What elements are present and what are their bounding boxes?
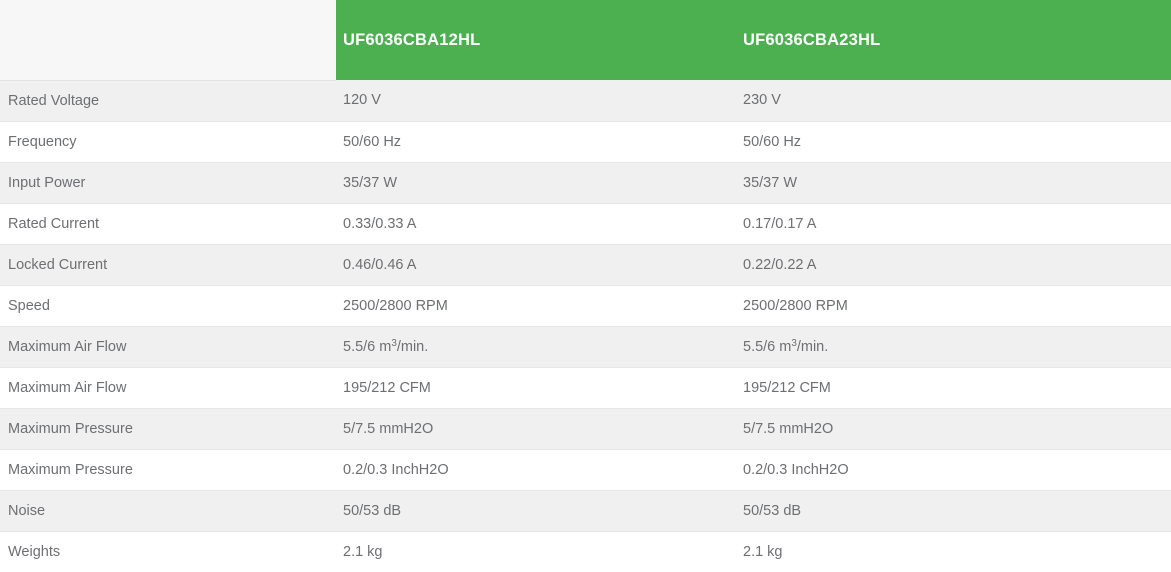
spec-value-cell-model-2: 195/212 CFM [736,367,1171,409]
spec-value-cell-model-1: 2500/2800 RPM [336,285,736,327]
spec-value-cell-model-2: 2500/2800 RPM [736,285,1171,327]
spec-value-cell-model-1: 35/37 W [336,162,736,204]
spec-label-cell: Noise [0,490,336,532]
spec-value-cell-model-1: 120 V [336,80,736,122]
spec-value-cell-model-1: 2.1 kg [336,531,736,572]
table-row: Speed 2500/2800 RPM 2500/2800 RPM [0,285,1171,327]
spec-label-cell: Weights [0,531,336,572]
spec-value-cell-model-2: 5.5/6 m3/min. [736,326,1171,368]
spec-value-cell-model-1: 0.46/0.46 A [336,244,736,286]
spec-value-cell-model-1: 195/212 CFM [336,367,736,409]
spec-label-cell: Frequency [0,121,336,163]
model-column-header-1: UF6036CBA12HL [336,0,736,80]
table-row: Rated Current 0.33/0.33 A 0.17/0.17 A [0,203,1171,245]
table-row: Maximum Air Flow 195/212 CFM 195/212 CFM [0,367,1171,409]
spec-label-cell: Rated Voltage [0,80,336,122]
table-row: Noise 50/53 dB 50/53 dB [0,490,1171,532]
table-row: Rated Voltage 120 V 230 V [0,80,1171,122]
spec-value-cell-model-2: 0.2/0.3 InchH2O [736,449,1171,491]
superscript-exponent: 3 [791,338,797,350]
model-column-header-2: UF6036CBA23HL [736,0,1171,80]
spec-label-cell: Rated Current [0,203,336,245]
table-row: Frequency 50/60 Hz 50/60 Hz [0,121,1171,163]
spec-value-cell-model-2: 35/37 W [736,162,1171,204]
spec-label-column-header [0,0,336,81]
spec-value-cell-model-2: 2.1 kg [736,531,1171,572]
spec-value-cell-model-1: 50/53 dB [336,490,736,532]
spec-value-cell-model-1: 0.2/0.3 InchH2O [336,449,736,491]
table-row: Maximum Pressure 0.2/0.3 InchH2O 0.2/0.3 I… [0,449,1171,491]
spec-label-cell: Maximum Air Flow [0,367,336,409]
table-row: Maximum Air Flow 5.5/6 m3/min. 5.5/6 m3/mi… [0,326,1171,368]
spec-value-cell-model-2: 5/7.5 mmH2O [736,408,1171,450]
spec-label-cell: Maximum Pressure [0,408,336,450]
spec-value-cell-model-2: 50/53 dB [736,490,1171,532]
table-body: Rated Voltage 120 V 230 V Frequency 50/60 Hz… [0,80,1171,572]
table-header-row: UF6036CBA12HL UF6036CBA23HL [0,0,1171,81]
table-row: Weights 2.1 kg 2.1 kg [0,531,1171,572]
spec-label-cell: Locked Current [0,244,336,286]
spec-value-cell-model-1: 5.5/6 m3/min. [336,326,736,368]
spec-label-cell: Maximum Air Flow [0,326,336,368]
superscript-exponent: 3 [391,338,397,350]
spec-value-cell-model-2: 230 V [736,80,1171,122]
spec-value-cell-model-2: 0.17/0.17 A [736,203,1171,245]
table-row: Input Power 35/37 W 35/37 W [0,162,1171,204]
table-row: Locked Current 0.46/0.46 A 0.22/0.22 A [0,244,1171,286]
spec-value-cell-model-1: 50/60 Hz [336,121,736,163]
spec-value-cell-model-1: 0.33/0.33 A [336,203,736,245]
table-header: UF6036CBA12HL UF6036CBA23HL [0,0,1171,81]
spec-value-cell-model-2: 0.22/0.22 A [736,244,1171,286]
spec-value-cell-model-2: 50/60 Hz [736,121,1171,163]
spec-label-cell: Maximum Pressure [0,449,336,491]
spec-value-cell-model-1: 5/7.5 mmH2O [336,408,736,450]
spec-label-cell: Input Power [0,162,336,204]
table-row: Maximum Pressure 5/7.5 mmH2O 5/7.5 mmH2O [0,408,1171,450]
spec-label-cell: Speed [0,285,336,327]
